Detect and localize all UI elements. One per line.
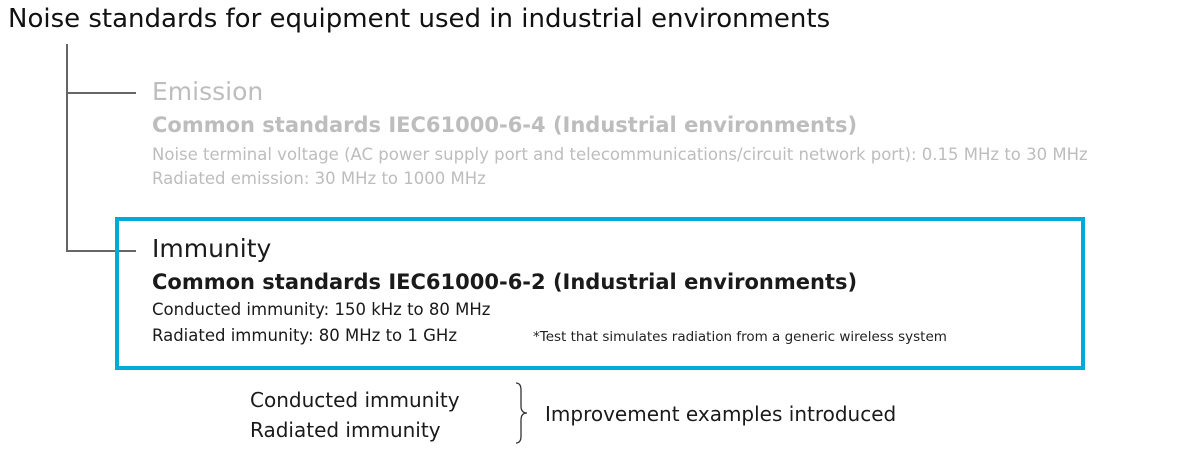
emission-standard: Common standards IEC61000-6-4 (Industria… (152, 113, 858, 137)
immunity-line: Conducted immunity: 150 kHz to 80 MHz (152, 300, 491, 319)
summary-result: Improvement examples introduced (545, 402, 897, 426)
emission-line: Noise terminal voltage (AC power supply … (152, 145, 1088, 164)
immunity-line: Radiated immunity: 80 MHz to 1 GHz (152, 326, 457, 345)
emission-line: Radiated emission: 30 MHz to 1000 MHz (152, 169, 486, 188)
tree-vertical-line (66, 44, 68, 251)
immunity-footnote: *Test that simulates radiation from a ge… (533, 329, 947, 345)
emission-heading: Emission (152, 77, 264, 106)
tree-branch-immunity (66, 250, 136, 252)
immunity-highlight-box (115, 217, 1085, 370)
summary-item: Conducted immunity (250, 388, 460, 412)
immunity-standard: Common standards IEC61000-6-2 (Industria… (152, 270, 858, 294)
immunity-heading: Immunity (152, 234, 272, 263)
tree-branch-emission (66, 92, 136, 94)
summary-item: Radiated immunity (250, 418, 441, 442)
diagram-title: Noise standards for equipment used in in… (8, 4, 831, 34)
brace-icon (515, 382, 528, 444)
